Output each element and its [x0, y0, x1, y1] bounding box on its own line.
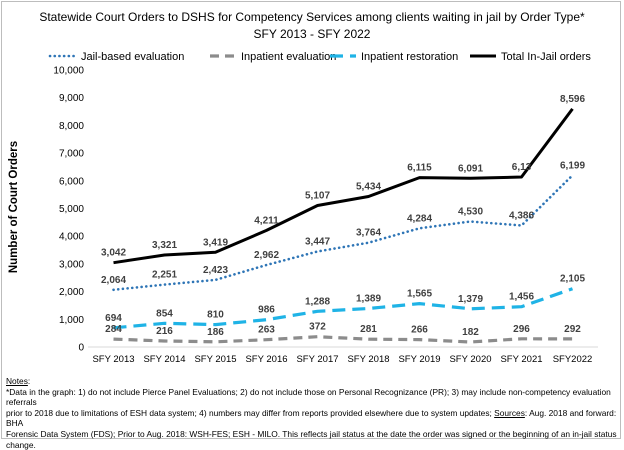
data-label: 5,107 [305, 191, 330, 202]
data-label: 292 [564, 324, 581, 335]
data-label: 266 [411, 325, 428, 336]
series-line-inpatient-evaluation [113, 335, 573, 344]
x-axis: SFY 2013 SFY 2014 SFY 2015 SFY 2016 SFY 2017… [88, 346, 598, 365]
chart-subtitle: SFY 2013 - SFY 2022 [253, 27, 371, 41]
data-label: 3,419 [203, 237, 228, 248]
data-label: 2,423 [203, 265, 228, 276]
data-label: 182 [462, 327, 479, 338]
data-label: 5,434 [356, 181, 381, 192]
x-tick-label: SFY 2021 [500, 354, 542, 365]
notes-line-1: *Data in the graph: 1) do not include Pi… [6, 386, 611, 408]
data-label: 4,284 [407, 213, 432, 224]
x-tick-label: SFY 2019 [398, 354, 440, 365]
data-label: 2,105 [560, 274, 585, 285]
chart-frame [1, 1, 621, 439]
data-label: 4,530 [458, 207, 483, 218]
legend-label: Total In-Jail orders [501, 51, 591, 63]
data-label: 2,064 [101, 275, 126, 286]
data-label: 1,565 [407, 289, 432, 300]
y-tick-label: 5,000 [59, 204, 84, 215]
chart-title: Statewide Court Orders to DSHS for Compe… [39, 10, 585, 24]
data-label: 4,386 [509, 211, 534, 222]
series-line-jail-based-evaluation [112, 174, 574, 292]
y-axis: 0 1,000 2,000 3,000 4,000 5,000 6,000 7,000 8,00… [53, 66, 84, 354]
data-label: 296 [513, 324, 530, 335]
data-label: 372 [309, 322, 326, 333]
data-label: 263 [258, 325, 275, 336]
x-tick-label: SFY 2018 [347, 354, 389, 365]
data-label: 694 [105, 313, 122, 324]
y-tick-label: 8,000 [59, 121, 84, 132]
data-label: 1,389 [356, 294, 381, 305]
data-label: 4,211 [254, 215, 279, 226]
x-tick-label: SFY 2013 [92, 354, 134, 365]
data-label: 8,596 [560, 94, 585, 105]
data-label: 1,379 [458, 294, 483, 305]
data-label: 3,042 [101, 248, 126, 259]
notes-line-3: Forensic Data System (FDS); Prior to Aug… [6, 428, 617, 450]
y-tick-label: 0 [78, 343, 84, 354]
series-line-total-in-jail-orders [113, 108, 574, 265]
x-tick-label: SFY 2015 [194, 354, 236, 365]
notes-line-2: prior to 2018 due to limitations of ESH … [6, 407, 617, 429]
series-line-inpatient-restoration [113, 287, 574, 330]
y-axis-label: Number of Court Orders [8, 141, 20, 273]
data-label: 810 [207, 310, 224, 321]
y-tick-label: 10,000 [53, 66, 84, 77]
data-label: 6,115 [407, 163, 432, 174]
y-tick-label: 7,000 [59, 149, 84, 160]
data-label: 3,447 [305, 237, 330, 248]
y-tick-label: 2,000 [59, 287, 84, 298]
x-tick-label: SFY2022 [553, 354, 593, 365]
legend-label: Inpatient evaluation [241, 51, 336, 63]
y-tick-label: 9,000 [59, 93, 84, 104]
data-label: 1,456 [509, 292, 534, 303]
line-chart: Jail-based evaluation Inpatient evaluatio… [8, 51, 598, 365]
data-label: 281 [360, 324, 377, 335]
data-label: 186 [207, 327, 224, 338]
data-label: 854 [156, 308, 173, 319]
notes-heading: Notes: [6, 376, 31, 386]
x-tick-label: SFY 2016 [245, 354, 287, 365]
y-tick-label: 3,000 [59, 259, 84, 270]
series-lines [112, 108, 574, 344]
y-tick-label: 4,000 [59, 232, 84, 243]
data-label: 6,091 [458, 163, 483, 174]
data-label: 3,764 [356, 228, 381, 239]
legend-label: Inpatient restoration [361, 51, 458, 63]
data-label: 2,962 [254, 250, 279, 261]
x-tick-label: SFY 2014 [143, 354, 185, 365]
data-label: 2,251 [152, 270, 177, 281]
notes: Notes: *Data in the graph: 1) do not inc… [6, 376, 618, 450]
y-tick-label: 1,000 [59, 315, 84, 326]
x-tick-label: SFY 2017 [296, 354, 338, 365]
y-tick-label: 6,000 [59, 176, 84, 187]
data-label: 284 [105, 324, 122, 335]
legend-label: Jail-based evaluation [81, 51, 184, 63]
data-label: 1,288 [305, 296, 330, 307]
data-label: 6,13 [512, 162, 532, 173]
data-label: 3,321 [152, 240, 177, 251]
data-label: 986 [258, 305, 275, 316]
data-labels: 2,064 2,251 2,423 2,962 3,447 3,764 4,284 4,530… [101, 94, 585, 338]
data-label: 216 [156, 326, 173, 337]
x-tick-label: SFY 2020 [449, 354, 491, 365]
legend: Jail-based evaluation Inpatient evaluatio… [48, 51, 591, 63]
data-label: 6,199 [560, 160, 585, 171]
